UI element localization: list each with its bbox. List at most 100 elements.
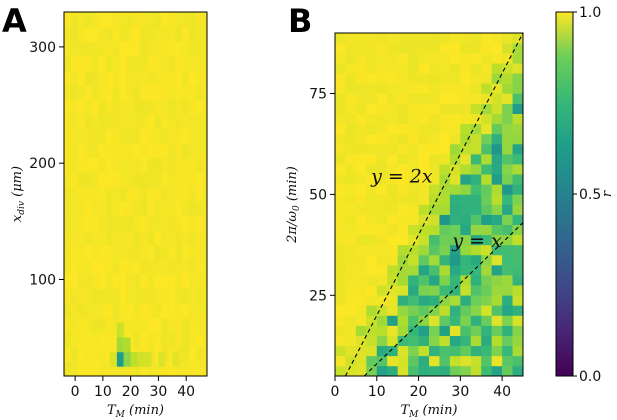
heatmap-cell <box>112 157 120 173</box>
heatmap-cell <box>418 315 430 326</box>
heatmap-cell <box>408 335 419 347</box>
heatmap-cell <box>449 285 461 296</box>
heatmap-cell <box>105 346 113 362</box>
heatmap-cell <box>168 27 176 42</box>
heatmap-cell <box>512 234 523 246</box>
heatmap-cell <box>70 128 79 144</box>
heatmap-cell <box>387 113 398 125</box>
heatmap-cell <box>429 275 440 286</box>
heatmap-cell <box>188 317 197 333</box>
heatmap-cell <box>387 83 398 94</box>
annotation-y-x: y = x <box>451 230 502 252</box>
heatmap-cell <box>335 325 346 336</box>
heatmap-cell <box>491 123 503 135</box>
heatmap-cell <box>70 56 79 72</box>
heatmap-cell <box>408 285 419 296</box>
heatmap-cell <box>502 123 513 135</box>
heatmap-cell <box>91 172 100 188</box>
heatmap-cell <box>418 254 430 266</box>
heatmap-cell <box>126 172 134 188</box>
heatmap-cell <box>512 73 523 84</box>
heatmap-cell <box>182 143 190 159</box>
heatmap-cell <box>397 33 409 34</box>
heatmap-cell <box>376 295 388 306</box>
heatmap-cell <box>105 230 113 246</box>
heatmap-cell <box>460 244 472 256</box>
heatmap-cell <box>512 63 523 74</box>
heatmap-cell <box>64 85 72 101</box>
heatmap-cell <box>126 99 134 115</box>
heatmap-cell <box>98 274 106 290</box>
heatmap-cell <box>418 63 430 74</box>
heatmap-cell <box>133 332 141 348</box>
heatmap-cell <box>387 285 398 296</box>
heatmap-cell <box>408 133 419 145</box>
heatmap-cell <box>161 128 169 144</box>
heatmap-cell <box>64 245 72 261</box>
heatmap-cell <box>491 174 503 185</box>
heatmap-cell <box>77 41 86 57</box>
heatmap-cell <box>366 43 378 54</box>
heatmap-cell <box>366 325 378 336</box>
heatmap-cell <box>449 224 461 236</box>
heatmap-cell <box>126 317 134 333</box>
heatmap-cell <box>64 303 72 319</box>
heatmap-cell <box>335 224 346 236</box>
heatmap-cell <box>439 285 451 296</box>
heatmap-cell <box>397 123 409 135</box>
heatmap-cell <box>418 143 430 155</box>
heatmap-cell <box>408 73 419 84</box>
heatmap-cell <box>491 33 503 34</box>
heatmap-cell <box>491 214 503 225</box>
heatmap-cell <box>376 164 388 175</box>
heatmap-cell <box>523 326 534 336</box>
heatmap-cell <box>112 114 120 130</box>
heatmap-cell <box>126 274 134 290</box>
heatmap-cell <box>168 187 176 202</box>
heatmap-cell <box>345 133 357 145</box>
heatmap-cell <box>172 352 180 367</box>
heatmap-cell <box>161 201 169 217</box>
heatmap-cell <box>77 157 86 173</box>
heatmap-cell <box>523 346 534 356</box>
heatmap-cell <box>112 70 120 86</box>
heatmap-cell <box>133 85 141 101</box>
heatmap-cell <box>408 355 419 367</box>
y-tick-label: 75 <box>309 87 327 103</box>
heatmap-cell <box>84 70 93 86</box>
heatmap-cell <box>77 216 86 231</box>
y-axis-label: 2π/ω0 (min) <box>285 166 302 244</box>
heatmap-cell <box>188 85 197 101</box>
heatmap-cell <box>168 99 176 115</box>
heatmap-cell <box>133 12 141 28</box>
heatmap-cell <box>502 33 513 34</box>
heatmap-cell <box>195 274 204 290</box>
heatmap-cell <box>523 33 534 43</box>
heatmap-cell <box>460 194 472 205</box>
heatmap-cell <box>523 43 534 53</box>
heatmap-cell <box>105 201 113 217</box>
heatmap-cell <box>345 224 357 236</box>
heatmap-cell <box>366 53 378 64</box>
heatmap-cell <box>502 305 513 316</box>
heatmap-cell <box>84 56 93 72</box>
heatmap-cell <box>397 93 409 104</box>
heatmap-cell <box>397 315 409 326</box>
heatmap-cell <box>449 194 461 205</box>
heatmap-cell <box>387 184 398 195</box>
heatmap-cell <box>188 346 197 362</box>
heatmap-cell <box>460 365 472 376</box>
heatmap-cell <box>491 305 503 316</box>
heatmap-cell <box>335 63 346 74</box>
heatmap-cell <box>335 254 346 266</box>
heatmap-cell <box>154 317 162 333</box>
heatmap-cell <box>84 230 93 246</box>
heatmap-cell <box>168 70 176 86</box>
heatmap-cell <box>439 103 451 115</box>
heatmap-cell <box>147 99 155 115</box>
heatmap-cell <box>491 345 503 357</box>
heatmap-cell <box>175 12 183 28</box>
heatmap-cell <box>147 172 155 188</box>
heatmap-cell <box>387 133 398 145</box>
heatmap-cell <box>105 245 113 261</box>
